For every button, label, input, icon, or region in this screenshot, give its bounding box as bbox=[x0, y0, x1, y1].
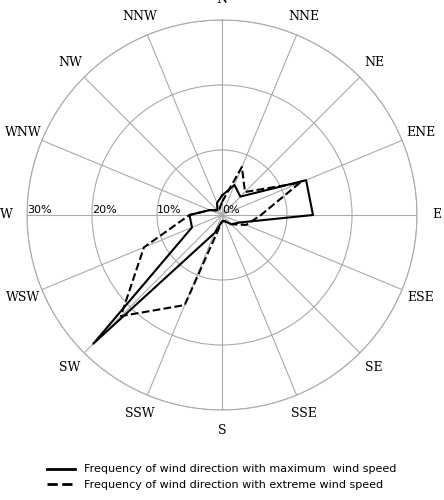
Legend: Frequency of wind direction with maximum  wind speed, Frequency of wind directio: Frequency of wind direction with maximum… bbox=[43, 460, 401, 494]
